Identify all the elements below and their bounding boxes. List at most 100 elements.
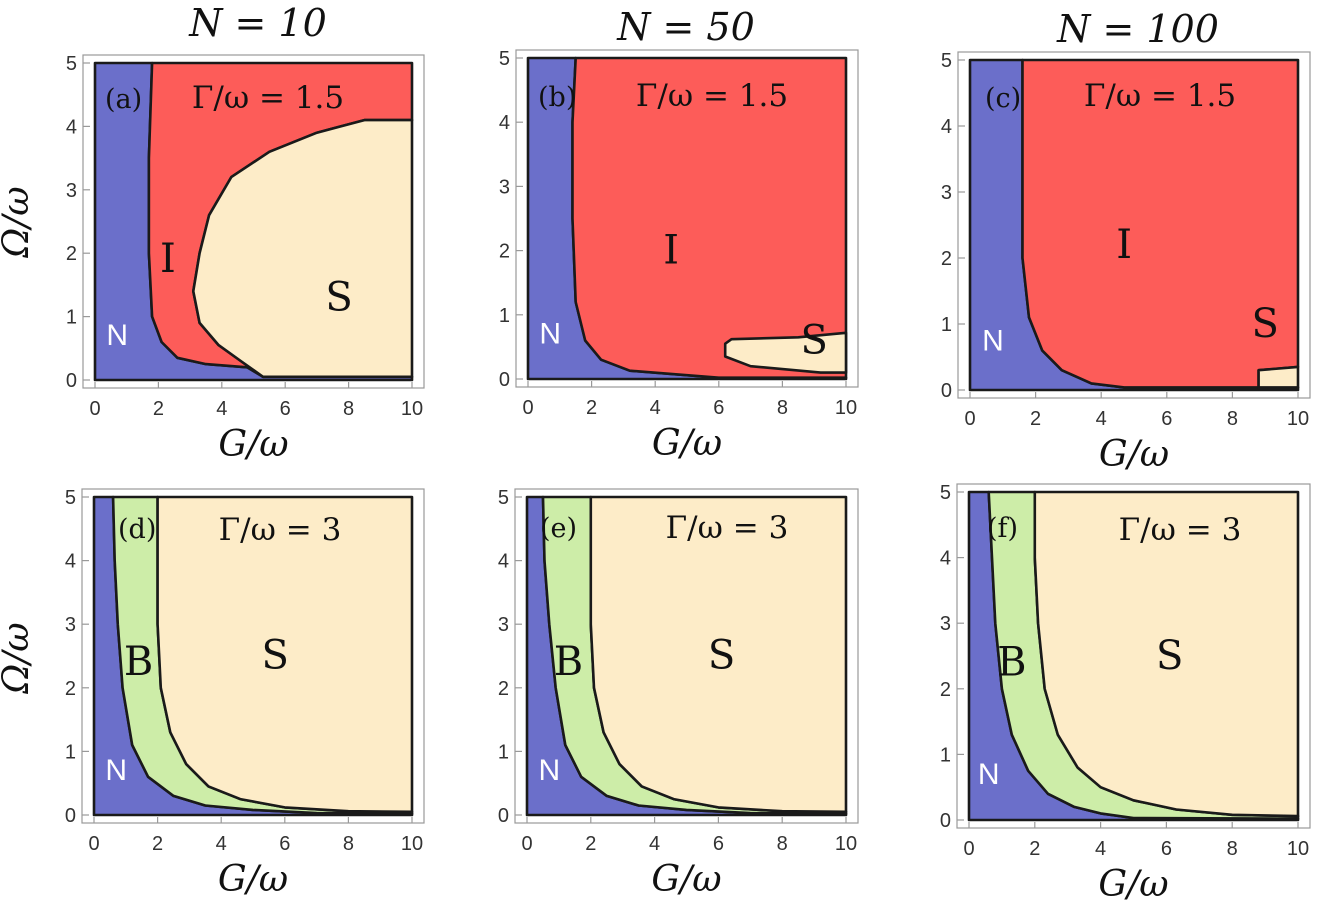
x-tick-label: 0 [522, 397, 533, 419]
region-label-n: N [105, 754, 127, 787]
panel-f: 0 2 4 6 8 10 0 1 2 3 4 5 G/ω (f) Γ/ω = 3 B S N [940, 482, 1311, 905]
x-axis-title: G/ω [1098, 864, 1168, 905]
x-tick-label: 2 [153, 398, 164, 420]
y-tick-label: 4 [941, 116, 952, 138]
panel-c: 0 2 4 6 8 10 0 1 2 3 4 5 G/ω (c) Γ/ω = 1.5 I S N [941, 50, 1311, 475]
x-tick-label: 4 [650, 397, 661, 419]
panel-tag: (f) [987, 513, 1018, 544]
x-tick-label: 6 [1161, 838, 1172, 860]
column-title-n10: N = 10 [188, 1, 327, 45]
x-tick-label: 8 [777, 833, 788, 855]
y-tick-label: 1 [499, 305, 510, 327]
region-label-n: N [538, 754, 560, 787]
x-tick-label: 8 [343, 398, 354, 420]
region-label-s: S [800, 317, 827, 363]
y-tick-label: 4 [940, 548, 951, 570]
region-label-s: S [1251, 301, 1278, 347]
region-label-b: B [124, 639, 153, 685]
y-tick-label: 0 [66, 370, 77, 392]
x-tick-label: 4 [1095, 838, 1106, 860]
panel-tag: (c) [985, 83, 1021, 114]
y-tick-label: 3 [65, 614, 76, 636]
x-tick-label: 0 [521, 833, 532, 855]
panel-tag: (a) [105, 84, 142, 115]
region-i [1021, 58, 1300, 389]
y-tick-label: 5 [498, 487, 509, 509]
region-i [571, 56, 848, 380]
x-tick-label: 10 [1287, 838, 1309, 860]
y-tick-label: 0 [499, 369, 510, 391]
x-tick-label: 0 [963, 838, 974, 860]
x-tick-label: 6 [280, 398, 291, 420]
y-tick-label: 5 [65, 487, 76, 509]
y-tick-label: 5 [941, 50, 952, 72]
y-tick-label: 5 [66, 53, 77, 75]
y-tick-label: 2 [941, 248, 952, 270]
y-tick-label: 1 [65, 741, 76, 763]
x-axis-title: G/ω [651, 859, 721, 900]
y-tick-label: 3 [940, 613, 951, 635]
x-tick-label: 4 [649, 833, 660, 855]
panel-e: 0 2 4 6 8 10 0 1 2 3 4 5 G/ω (e) Γ/ω = 3 B S N [498, 487, 859, 900]
y-axis-title: Ω/ω [0, 622, 37, 694]
x-tick-label: 0 [964, 408, 975, 430]
region-label-n: N [539, 318, 561, 351]
y-tick-label: 0 [498, 805, 509, 827]
y-tick-label: 0 [941, 380, 952, 402]
region-s [156, 495, 414, 814]
y-tick-label: 3 [498, 614, 509, 636]
column-title-n100: N = 100 [1056, 7, 1219, 51]
x-tick-label: 6 [279, 833, 290, 855]
region-label-s: S [708, 633, 735, 679]
y-tick-label: 2 [65, 678, 76, 700]
region-s [192, 118, 414, 379]
y-tick-label: 2 [499, 241, 510, 263]
gamma-annotation: Γ/ω = 1.5 [1084, 78, 1236, 114]
region-s [723, 331, 848, 374]
x-tick-label: 10 [835, 397, 857, 419]
y-tick-label: 1 [941, 314, 952, 336]
x-tick-label: 2 [586, 397, 597, 419]
y-tick-label: 1 [66, 307, 77, 329]
panel-b: 0 2 4 6 8 10 0 1 2 3 4 5 G/ω (b) Γ/ω = 1.5 I S N [499, 48, 859, 464]
x-tick-label: 4 [1096, 408, 1107, 430]
panel-tag: (d) [118, 514, 156, 545]
x-axis-title: G/ω [1099, 434, 1169, 475]
y-tick-label: 5 [499, 48, 510, 70]
column-title-n50: N = 50 [616, 5, 755, 49]
x-tick-label: 8 [1227, 838, 1238, 860]
region-s [1033, 490, 1300, 818]
y-tick-label: 4 [65, 551, 76, 573]
y-tick-label: 2 [498, 678, 509, 700]
gamma-annotation: Γ/ω = 1.5 [636, 78, 788, 114]
region-label-n: N [978, 758, 1000, 791]
x-tick-label: 0 [89, 398, 100, 420]
region-label-s: S [262, 633, 289, 679]
x-tick-label: 2 [1030, 408, 1041, 430]
region-label-b: B [554, 639, 583, 685]
x-tick-label: 10 [835, 833, 857, 855]
x-tick-label: 2 [152, 833, 163, 855]
gamma-annotation: Γ/ω = 3 [1119, 512, 1242, 548]
y-tick-label: 3 [941, 182, 952, 204]
region-label-n: N [982, 324, 1004, 357]
panel-a: 0 2 4 6 8 10 0 1 2 3 4 5 G/ω Ω/ω (a) Γ/ω = 1.5 I S N [0, 53, 425, 465]
x-axis-title: G/ω [218, 424, 288, 465]
y-tick-label: 2 [940, 679, 951, 701]
y-tick-label: 1 [940, 744, 951, 766]
region-label-i: I [160, 236, 176, 282]
x-tick-label: 2 [585, 833, 596, 855]
y-tick-label: 5 [940, 482, 951, 504]
region-label-s: S [1156, 633, 1183, 679]
y-tick-label: 0 [65, 805, 76, 827]
region-label-b: B [997, 640, 1026, 686]
panel-d: 0 2 4 6 8 10 0 1 2 3 4 5 G/ω Ω/ω (d) Γ/ω = 3 B S N [0, 487, 425, 900]
region-label-n: N [106, 319, 128, 352]
gamma-annotation: Γ/ω = 3 [219, 512, 342, 548]
panel-tag: (e) [540, 513, 577, 544]
region-s [589, 495, 848, 814]
y-tick-label: 3 [66, 180, 77, 202]
gamma-annotation: Γ/ω = 3 [666, 510, 789, 546]
x-tick-label: 8 [1227, 408, 1238, 430]
y-tick-label: 4 [499, 112, 510, 134]
